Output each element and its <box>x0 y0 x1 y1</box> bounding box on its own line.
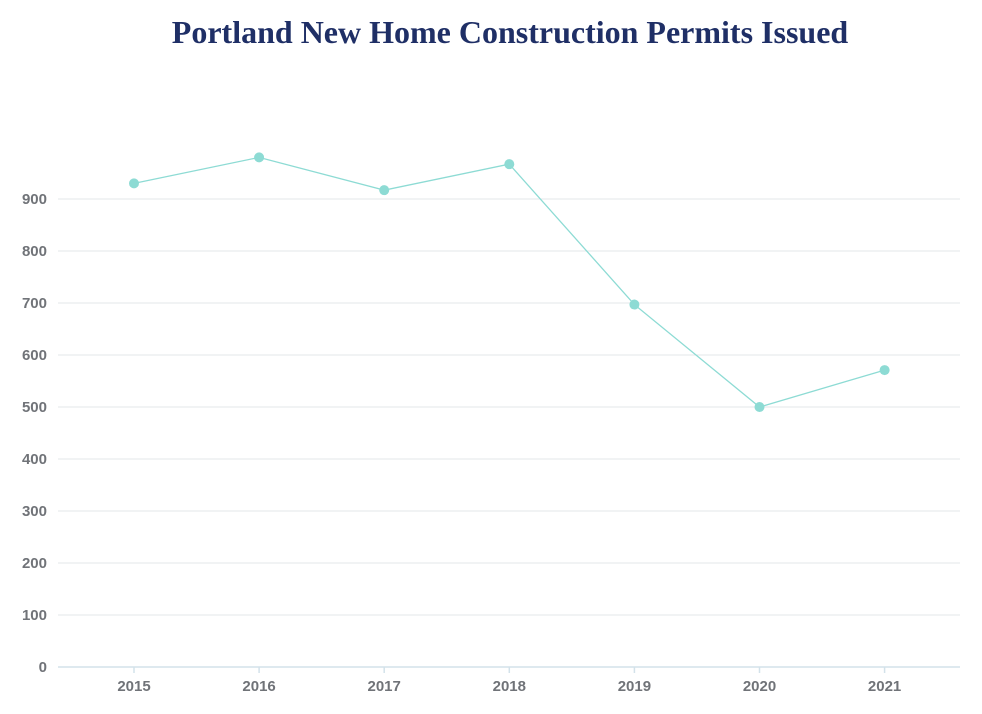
axes <box>58 666 960 673</box>
data-point[interactable] <box>254 152 265 163</box>
y-tick-label: 600 <box>22 347 47 364</box>
data-point[interactable] <box>504 159 515 170</box>
series-line <box>133 156 885 408</box>
x-tick-label: 2018 <box>493 678 526 695</box>
y-tick-label: 500 <box>22 399 47 416</box>
y-tick-label: 0 <box>39 659 47 676</box>
x-tick-label: 2019 <box>618 678 651 695</box>
x-tick-label: 2020 <box>743 678 776 695</box>
y-tick-labels: 0 100 200 300 400 500 600 700 800 900 <box>22 191 47 676</box>
y-tick-label: 100 <box>22 607 47 624</box>
x-tick-label: 2021 <box>868 678 901 695</box>
data-point[interactable] <box>129 178 139 189</box>
data-point[interactable] <box>879 365 890 376</box>
y-tick-label: 400 <box>22 451 47 468</box>
y-tick-label: 900 <box>22 191 47 208</box>
y-tick-label: 300 <box>22 503 47 520</box>
data-point[interactable] <box>629 299 640 310</box>
data-point[interactable] <box>754 402 765 412</box>
chart-title: Portland New Home Construction Permits I… <box>171 14 849 50</box>
y-tick-label: 200 <box>22 555 47 572</box>
x-tick-label: 2015 <box>117 678 150 695</box>
y-tick-label: 700 <box>22 295 47 312</box>
x-tick-labels: 2015 2016 2017 2018 2019 2020 2021 <box>117 678 901 695</box>
data-point[interactable] <box>379 185 390 196</box>
y-tick-label: 800 <box>22 243 47 260</box>
x-tick-label: 2017 <box>368 678 401 695</box>
series-layer <box>129 152 890 412</box>
gridlines <box>58 198 960 616</box>
x-tick-label: 2016 <box>242 678 275 695</box>
